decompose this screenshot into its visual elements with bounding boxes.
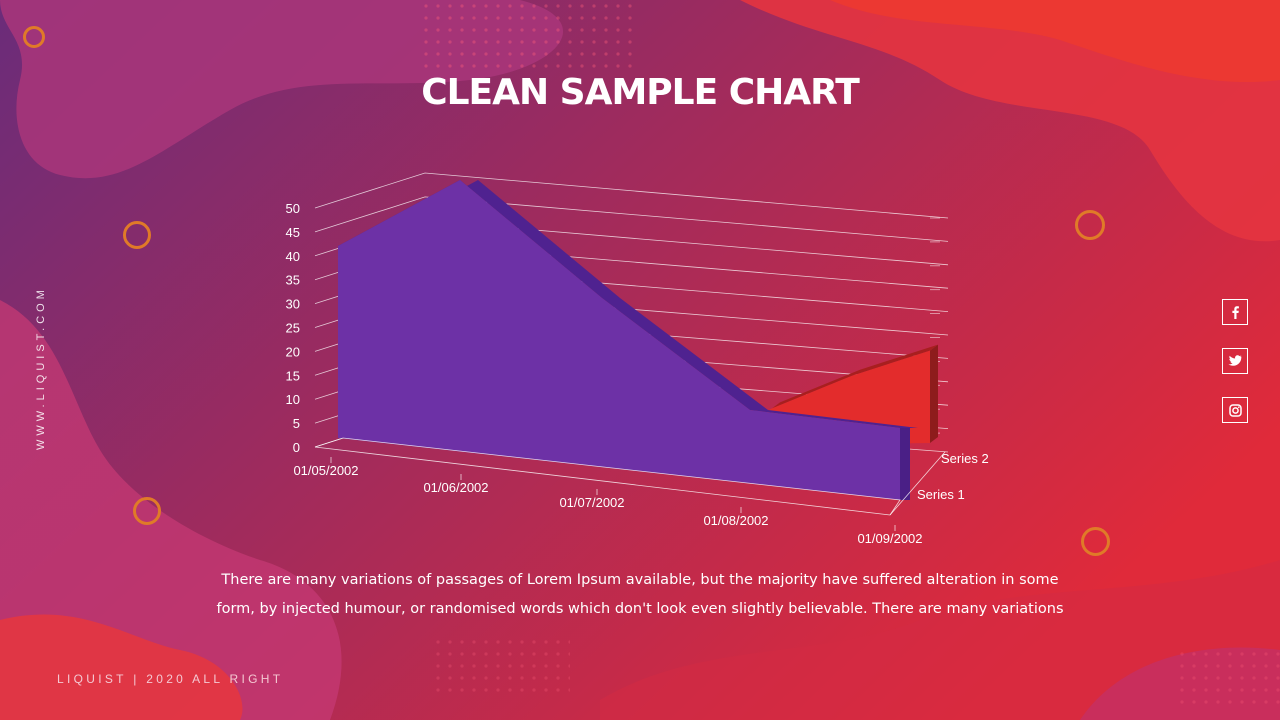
footer-copyright: LIQUIST | 2020 ALL RIGHT: [57, 672, 284, 686]
gridline: [314, 172, 949, 219]
y-tick-label: 30: [286, 297, 300, 312]
series2-area-top: [772, 344, 938, 409]
y-tick-label: 40: [286, 249, 300, 264]
instagram-button[interactable]: [1222, 397, 1248, 423]
series-label: Series 2: [941, 451, 989, 466]
x-tick-label: 01/05/2002: [293, 463, 358, 478]
x-tick-label: 01/07/2002: [559, 495, 624, 510]
y-tick-label: 25: [286, 321, 300, 336]
decorative-ring: [23, 26, 45, 48]
x-axis-line: [314, 437, 901, 516]
y-tick-label: 45: [286, 225, 300, 240]
facebook-icon: [1232, 306, 1239, 319]
instagram-icon: [1228, 403, 1242, 417]
series-label: Series 1: [917, 487, 965, 502]
x-tick-label: 01/06/2002: [423, 480, 488, 495]
decorative-ring: [133, 497, 161, 525]
twitter-button[interactable]: [1222, 348, 1248, 374]
website-url: WWW.LIQUIST.COM: [35, 286, 47, 450]
y-tick-label: 15: [286, 368, 300, 383]
y-tick-label: 10: [286, 392, 300, 407]
page-title: CLEAN SAMPLE CHART: [421, 72, 860, 113]
series1-area: [338, 180, 900, 500]
series2-area-side: [930, 344, 938, 443]
facebook-button[interactable]: [1222, 299, 1248, 325]
y-tick-label: 50: [286, 201, 300, 216]
y-tick-label: 20: [286, 344, 300, 359]
decorative-ring: [1081, 527, 1110, 556]
decorative-ring: [1075, 210, 1105, 240]
x-tick-label: 01/09/2002: [857, 531, 922, 546]
series1-area-side: [900, 428, 910, 500]
decorative-ring: [123, 221, 151, 249]
twitter-icon: [1228, 355, 1242, 366]
x-tick-label: 01/08/2002: [703, 513, 768, 528]
y-tick-label: 35: [286, 273, 300, 288]
y-tick-label: 5: [293, 416, 300, 431]
depth-axis-line: [889, 451, 946, 516]
y-tick-label: 0: [293, 440, 300, 455]
x-axis-line: [314, 446, 891, 516]
description-text: There are many variations of passages of…: [216, 572, 1064, 617]
gridline: [314, 196, 949, 242]
